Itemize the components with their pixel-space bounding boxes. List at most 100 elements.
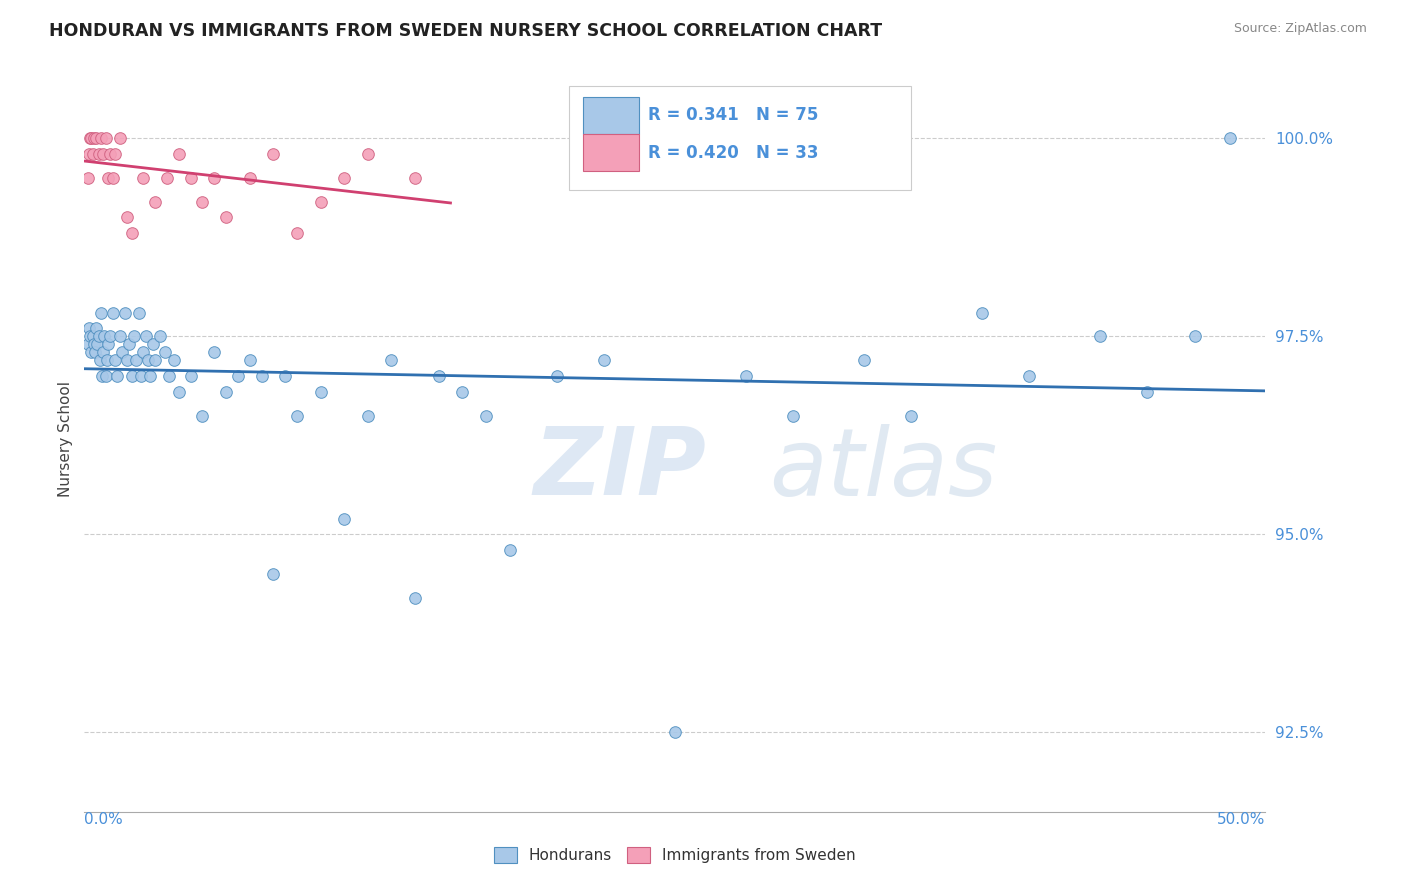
Point	[135, 329, 157, 343]
Point	[115, 211, 138, 225]
Legend: Hondurans, Immigrants from Sweden: Hondurans, Immigrants from Sweden	[486, 840, 863, 871]
Point	[357, 409, 380, 423]
Point	[96, 353, 118, 368]
Point	[157, 368, 180, 383]
Point	[115, 353, 138, 368]
Point	[404, 170, 426, 185]
Point	[167, 384, 190, 399]
Point	[98, 147, 121, 161]
Point	[970, 305, 993, 319]
Point	[149, 329, 172, 343]
Point	[239, 353, 262, 368]
Point	[274, 368, 297, 383]
Point	[1219, 131, 1241, 145]
Point	[84, 345, 107, 359]
Point	[1088, 329, 1111, 343]
Text: 0.0%: 0.0%	[84, 812, 124, 827]
Point	[191, 194, 214, 209]
Point	[128, 305, 150, 319]
Point	[84, 131, 107, 145]
Point	[87, 147, 110, 161]
Point	[90, 131, 112, 145]
Point	[83, 337, 105, 351]
Point	[86, 337, 108, 351]
Point	[77, 147, 100, 161]
Point	[239, 170, 262, 185]
Text: R = 0.341   N = 75: R = 0.341 N = 75	[648, 106, 818, 124]
Point	[80, 345, 103, 359]
Point	[118, 337, 141, 351]
Point	[77, 337, 100, 351]
Point	[1018, 368, 1040, 383]
Point	[191, 409, 214, 423]
FancyBboxPatch shape	[582, 96, 640, 134]
Point	[285, 409, 308, 423]
Point	[1136, 384, 1159, 399]
Point	[404, 591, 426, 605]
Point	[104, 147, 127, 161]
Point	[451, 384, 474, 399]
Point	[89, 353, 111, 368]
Point	[91, 345, 114, 359]
Point	[546, 368, 568, 383]
Point	[136, 353, 159, 368]
Point	[427, 368, 450, 383]
Point	[91, 368, 114, 383]
Point	[114, 305, 136, 319]
Point	[202, 170, 225, 185]
Point	[125, 353, 148, 368]
Point	[77, 170, 100, 185]
Point	[97, 337, 120, 351]
Point	[104, 353, 127, 368]
Text: R = 0.420   N = 33: R = 0.420 N = 33	[648, 144, 818, 161]
Point	[90, 305, 112, 319]
Point	[132, 170, 155, 185]
Point	[153, 345, 176, 359]
Point	[734, 368, 756, 383]
Point	[156, 170, 179, 185]
Point	[97, 170, 120, 185]
Point	[101, 305, 124, 319]
Text: Source: ZipAtlas.com: Source: ZipAtlas.com	[1233, 22, 1367, 36]
Point	[107, 368, 129, 383]
Point	[262, 567, 284, 582]
Point	[139, 368, 162, 383]
Point	[82, 329, 104, 343]
Point	[226, 368, 249, 383]
Point	[79, 329, 101, 343]
Point	[87, 329, 110, 343]
Point	[593, 353, 616, 368]
Point	[93, 329, 115, 343]
Point	[101, 170, 124, 185]
Point	[77, 321, 100, 335]
FancyBboxPatch shape	[582, 134, 640, 171]
Y-axis label: Nursery School: Nursery School	[58, 381, 73, 498]
Point	[262, 147, 284, 161]
Point	[121, 368, 143, 383]
Point	[202, 345, 225, 359]
Point	[498, 543, 520, 558]
Point	[1184, 329, 1206, 343]
Point	[122, 329, 145, 343]
Point	[664, 725, 686, 739]
Point	[143, 353, 166, 368]
Point	[333, 170, 356, 185]
Point	[111, 345, 134, 359]
Point	[94, 368, 117, 383]
Text: ZIP: ZIP	[533, 423, 706, 515]
Point	[132, 345, 155, 359]
Point	[357, 147, 380, 161]
Point	[108, 131, 131, 145]
Point	[900, 409, 922, 423]
Point	[215, 384, 238, 399]
Point	[80, 131, 103, 145]
Point	[309, 194, 332, 209]
Point	[91, 147, 114, 161]
Point	[163, 353, 186, 368]
Point	[285, 227, 308, 241]
Point	[180, 170, 202, 185]
Point	[84, 321, 107, 335]
Point	[852, 353, 875, 368]
Point	[142, 337, 165, 351]
Point	[167, 147, 190, 161]
